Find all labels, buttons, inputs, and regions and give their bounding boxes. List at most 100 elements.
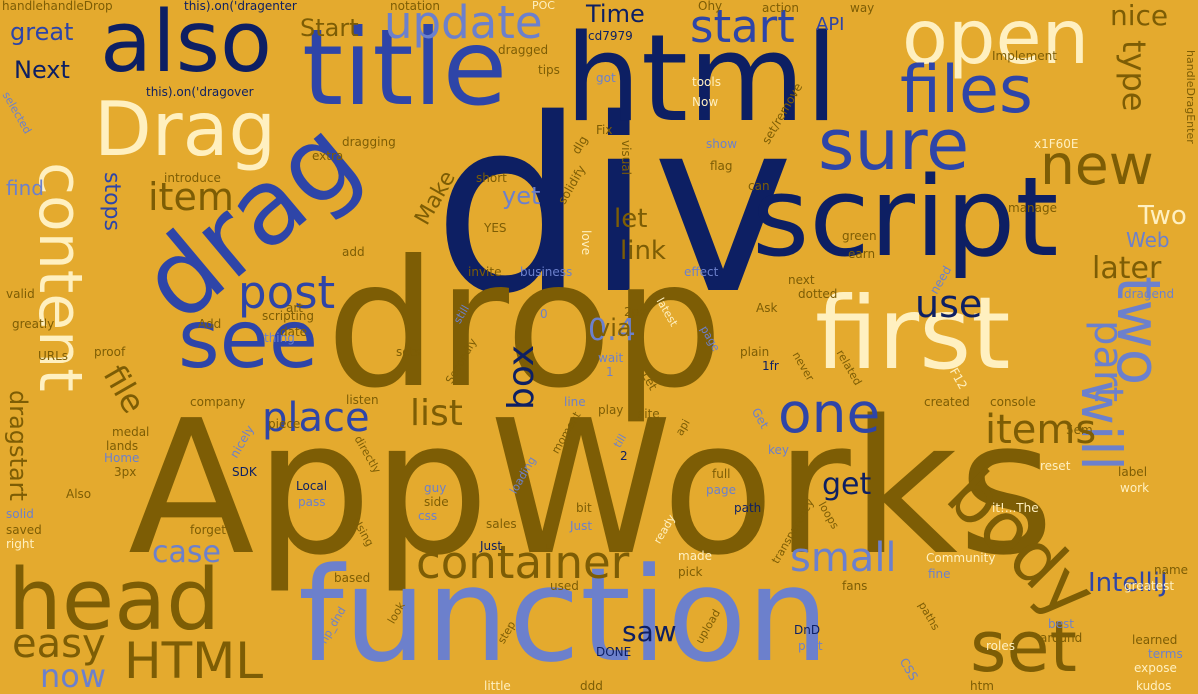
word-let: let	[614, 204, 648, 234]
word-greatest: greatest	[1124, 579, 1175, 593]
word-place: place	[262, 395, 370, 441]
word-x1f60e: x1F60E	[1034, 137, 1079, 151]
word-find: find	[6, 176, 44, 200]
word-thing: thing	[264, 331, 295, 345]
word-see: see	[178, 293, 319, 386]
word-right: right	[6, 537, 35, 551]
word-date: date	[280, 325, 308, 339]
word-pick: pick	[678, 565, 703, 579]
word-bit: bit	[576, 501, 592, 515]
word-one: one	[778, 381, 881, 445]
word-0: 0	[540, 307, 548, 321]
word-item: item	[148, 175, 234, 219]
word-html: html	[565, 10, 839, 149]
word-next: Next	[14, 56, 70, 84]
word-sets: sets	[396, 345, 421, 359]
word-solid: solid	[6, 507, 34, 521]
word-type: type	[1115, 40, 1153, 112]
word-roles: roles	[986, 639, 1015, 653]
word-function: function	[298, 539, 830, 691]
word-piece: piece	[268, 417, 301, 431]
word-urls: URLs	[38, 349, 69, 363]
word-yes: YES	[484, 221, 507, 235]
word-based: based	[334, 571, 371, 585]
word-dragend: dragend	[1124, 287, 1175, 301]
word-never: never	[789, 349, 817, 384]
word-home: Home	[104, 451, 140, 465]
word-link: link	[620, 236, 666, 266]
word-earn: earn	[848, 247, 876, 261]
word-side: side	[424, 495, 449, 509]
word-scripting: scripting	[262, 309, 314, 323]
word-now: now	[40, 657, 107, 694]
word-site: site	[638, 407, 660, 421]
word-reset: reset	[1040, 459, 1071, 473]
word-this-on-dragover: this).on('dragover	[146, 85, 254, 99]
word-plain: plain	[740, 345, 770, 359]
word-saved: saved	[6, 523, 42, 537]
word-effect: effect	[684, 265, 719, 279]
word-listen: listen	[346, 393, 379, 407]
word-items: items	[985, 407, 1097, 453]
word-dnd: DnD	[794, 623, 821, 637]
word-also: also	[100, 0, 272, 92]
word-html-caps: HTML	[124, 632, 264, 690]
word-lands: lands	[106, 439, 139, 453]
word-3px: 3px	[114, 465, 137, 479]
word-sales: sales	[486, 517, 517, 531]
word-intellij: IntelliJ	[1088, 568, 1168, 598]
word-got: got	[596, 71, 616, 85]
word-drag-capital: Drag	[94, 85, 277, 173]
word-yet: yet	[502, 182, 541, 210]
word-line: line	[564, 395, 586, 409]
word-tools: tools	[692, 75, 721, 89]
word-api: API	[816, 14, 845, 35]
word-terms: terms	[1148, 647, 1183, 661]
word-done: DONE	[596, 645, 632, 659]
word-learned: learned	[1132, 633, 1178, 647]
word-love: love	[579, 230, 593, 256]
word-container: container	[416, 536, 630, 589]
word-1fr: 1fr	[762, 359, 779, 373]
word-title: title	[302, 7, 508, 129]
word-set: set	[970, 606, 1077, 688]
word-dragstart: dragstart	[4, 390, 32, 501]
word-ddd: ddd	[580, 679, 603, 693]
word-poc: POC	[532, 0, 555, 12]
word-invite: invite	[468, 265, 502, 279]
word-list: list	[410, 393, 463, 434]
word-this-on-dragenter: this).on('dragenter	[184, 0, 297, 13]
word-manage: manage	[1008, 201, 1058, 215]
word-business: business	[520, 265, 573, 279]
word-case: case	[152, 535, 221, 570]
word-appworks: AppWorks	[128, 380, 1055, 596]
word-little: little	[484, 679, 511, 693]
word-update: update	[384, 0, 543, 49]
word-sure: sure	[818, 104, 970, 186]
word-proof: proof	[94, 345, 126, 359]
word-5em: 5em	[1066, 423, 1093, 437]
word-cd7979: cd7979	[588, 29, 633, 43]
word-forget: forget	[190, 523, 226, 537]
word-notation: notation	[390, 0, 440, 13]
word-fine: fine	[928, 567, 951, 581]
word-pass: pass	[298, 495, 326, 509]
word-local: Local	[296, 479, 328, 493]
word-guy: guy	[424, 481, 447, 495]
word-name: name	[1154, 563, 1189, 577]
word-two-capital: Two	[1138, 201, 1187, 231]
word-it-the: it!...The	[992, 501, 1039, 515]
word-made: made	[678, 549, 713, 563]
word-just: Just	[570, 519, 593, 533]
word-full: full	[712, 467, 731, 481]
word-extra: extra	[312, 149, 344, 163]
word-also-small: Also	[66, 487, 92, 501]
word-open: open	[902, 0, 1090, 81]
word-stops: stops	[99, 172, 124, 231]
word-next-small: next	[788, 273, 815, 287]
word-now-small: Now	[692, 95, 719, 109]
word-small: small	[790, 535, 897, 581]
word-easy: easy	[12, 621, 106, 667]
word-art: art	[286, 301, 303, 315]
